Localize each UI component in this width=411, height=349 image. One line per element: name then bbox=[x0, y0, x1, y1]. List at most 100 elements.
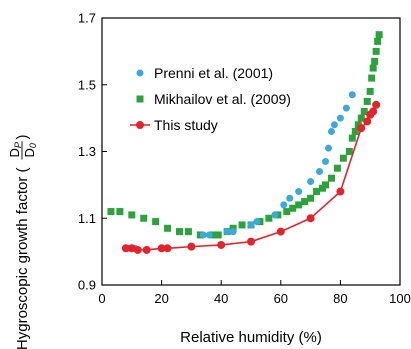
y-axis-title-close: ) bbox=[14, 135, 31, 140]
x-axis-title: Relative humidity (%) bbox=[180, 329, 322, 346]
data-point bbox=[324, 144, 332, 152]
x-tick-label: 60 bbox=[274, 291, 288, 306]
data-point bbox=[357, 114, 365, 122]
data-point bbox=[327, 174, 335, 182]
data-point bbox=[247, 237, 255, 246]
data-point bbox=[372, 100, 381, 109]
data-point bbox=[357, 124, 366, 133]
data-point bbox=[199, 231, 207, 239]
data-point bbox=[316, 168, 324, 176]
y-tick-label: 1.3 bbox=[78, 144, 96, 159]
legend-label: Mikhailov et al. (2009) bbox=[154, 91, 291, 107]
x-tick-label: 40 bbox=[214, 291, 228, 306]
x-tick-label: 80 bbox=[333, 291, 347, 306]
data-point bbox=[336, 187, 345, 196]
data-point bbox=[163, 244, 172, 253]
data-point bbox=[351, 127, 359, 135]
data-point bbox=[116, 208, 124, 216]
legend-marker bbox=[136, 69, 144, 77]
y-tick-label: 1.7 bbox=[78, 11, 96, 26]
data-point bbox=[140, 214, 148, 222]
data-point bbox=[217, 240, 226, 249]
data-marks bbox=[107, 31, 383, 254]
data-point bbox=[142, 245, 151, 254]
data-point bbox=[307, 178, 315, 186]
y-tick-label: 0.9 bbox=[78, 278, 96, 293]
y-tick-label: 1.1 bbox=[78, 211, 96, 226]
data-point bbox=[205, 231, 213, 239]
series-2 bbox=[121, 100, 381, 254]
data-point bbox=[348, 91, 356, 99]
data-point bbox=[372, 47, 380, 55]
data-point bbox=[295, 201, 303, 209]
data-point bbox=[276, 227, 285, 236]
data-point bbox=[354, 121, 362, 129]
fraction-denominator: D0 bbox=[22, 143, 38, 157]
data-point bbox=[360, 107, 368, 115]
data-point bbox=[107, 208, 115, 216]
data-point bbox=[164, 224, 172, 232]
data-point bbox=[369, 107, 378, 116]
data-point bbox=[322, 158, 329, 166]
data-point bbox=[265, 214, 273, 222]
data-point bbox=[366, 87, 374, 95]
legend-label: Prenni et al. (2001) bbox=[154, 65, 273, 81]
data-point bbox=[121, 244, 130, 253]
legend-item-2: This study bbox=[130, 117, 218, 133]
data-point bbox=[363, 97, 371, 105]
data-point bbox=[128, 211, 136, 219]
data-point bbox=[253, 218, 261, 226]
data-point bbox=[152, 218, 160, 226]
data-point bbox=[306, 214, 315, 223]
legend-marker bbox=[136, 121, 144, 129]
legend-marker bbox=[136, 95, 144, 103]
data-point bbox=[342, 104, 350, 112]
data-point bbox=[280, 201, 288, 209]
data-point bbox=[184, 228, 192, 236]
data-point bbox=[374, 37, 382, 45]
legend-item-1: Mikhailov et al. (2009) bbox=[136, 91, 291, 107]
x-tick-label: 20 bbox=[154, 291, 168, 306]
data-point bbox=[345, 148, 353, 155]
data-point bbox=[333, 164, 341, 172]
data-point bbox=[187, 242, 196, 251]
y-axis-title-text: Hygroscopic growth factor ( bbox=[14, 168, 31, 349]
data-point bbox=[369, 64, 377, 72]
data-point bbox=[375, 31, 383, 39]
data-point bbox=[175, 228, 183, 236]
data-point bbox=[229, 228, 237, 236]
data-point bbox=[339, 154, 347, 162]
data-point bbox=[289, 204, 297, 212]
data-point bbox=[363, 117, 372, 126]
axis-ticks: 0 20 40 60 80 100 0.9 1.1 1.3 1.5 1.7 bbox=[78, 11, 411, 307]
data-point bbox=[286, 194, 294, 202]
data-point bbox=[336, 114, 344, 122]
data-point bbox=[247, 221, 255, 229]
data-point bbox=[348, 134, 356, 142]
legend: Prenni et al. (2001) Mikhailov et al. (20… bbox=[130, 65, 291, 133]
data-point bbox=[301, 198, 309, 206]
data-point bbox=[322, 181, 329, 189]
y-axis-title-main: Hygroscopic growth factor ( bbox=[14, 168, 31, 349]
legend-item-0: Prenni et al. (2001) bbox=[136, 65, 273, 81]
data-point bbox=[223, 228, 231, 236]
data-point bbox=[133, 245, 142, 254]
data-point bbox=[368, 74, 376, 82]
data-point bbox=[271, 211, 279, 219]
x-tick-label: 0 bbox=[98, 291, 105, 306]
data-point bbox=[238, 221, 246, 229]
x-tick-label: 100 bbox=[389, 291, 411, 306]
data-point bbox=[157, 244, 166, 253]
data-point bbox=[327, 127, 335, 135]
series-1 bbox=[107, 31, 383, 239]
data-point bbox=[295, 188, 303, 196]
data-point bbox=[371, 57, 379, 65]
data-point bbox=[307, 194, 315, 202]
data-point bbox=[313, 188, 321, 196]
legend-label: This study bbox=[154, 117, 218, 133]
data-point bbox=[330, 121, 338, 129]
y-tick-label: 1.5 bbox=[78, 77, 96, 92]
